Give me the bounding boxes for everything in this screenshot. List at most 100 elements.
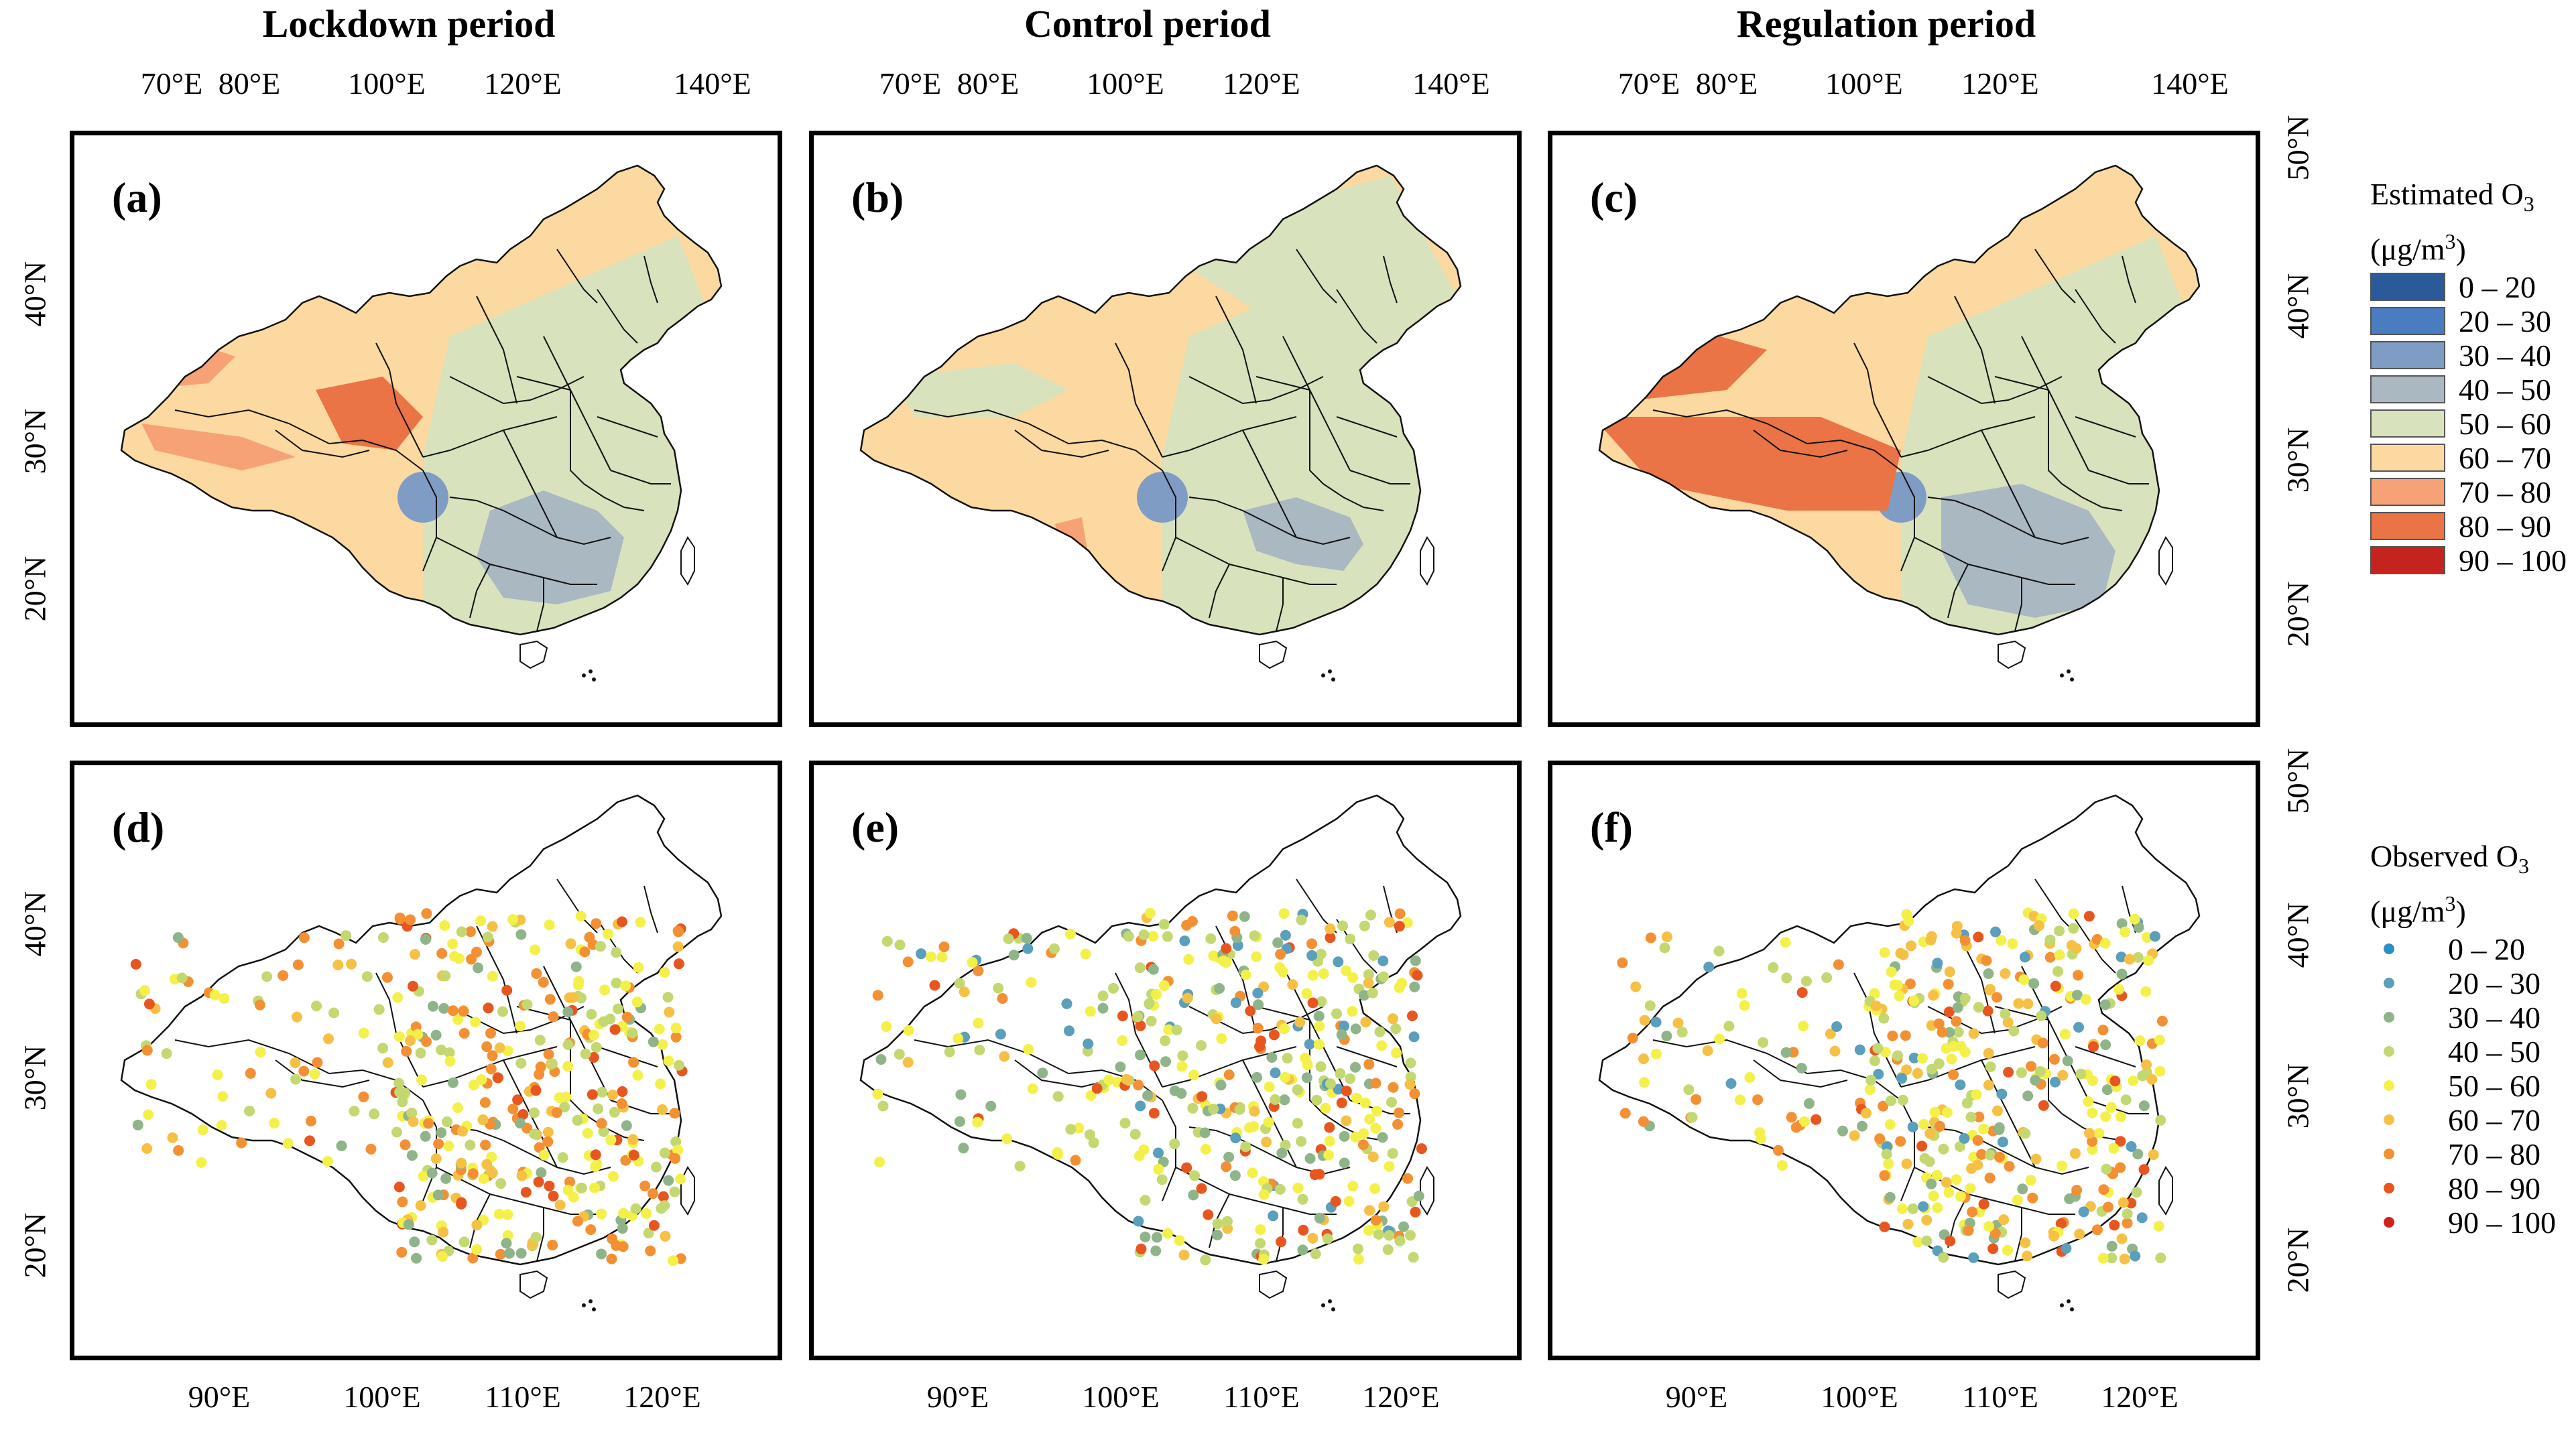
province-border — [597, 416, 658, 438]
station-point — [605, 1134, 617, 1146]
station-point — [1158, 980, 1170, 991]
station-point — [2064, 1193, 2075, 1204]
station-point — [670, 1023, 682, 1033]
station-point — [974, 1045, 985, 1055]
legend-label: 30 – 40 — [2448, 1000, 2540, 1035]
station-point — [1350, 1061, 1361, 1073]
station-point — [1398, 1221, 1409, 1232]
province-border — [2061, 483, 2123, 511]
station-point — [1780, 937, 1791, 948]
station-point — [1065, 1124, 1077, 1135]
station-point — [1967, 1206, 1978, 1218]
field-patch-30-40 — [397, 472, 448, 523]
station-point — [1251, 951, 1262, 962]
lat-tick: 30°N — [2280, 1063, 2315, 1129]
station-point — [2142, 931, 2152, 943]
station-point — [458, 1236, 470, 1248]
top-lon-tick: 70°E — [140, 66, 203, 101]
station-point — [1178, 1249, 1190, 1260]
station-point — [648, 1188, 658, 1199]
station-point — [1296, 1136, 1307, 1147]
station-point — [1149, 1060, 1160, 1071]
station-point — [1360, 1017, 1371, 1028]
station-point — [617, 916, 627, 927]
station-point — [341, 930, 352, 941]
station-point — [2109, 1076, 2121, 1087]
station-point — [465, 926, 476, 937]
station-point — [516, 1170, 528, 1181]
station-point — [397, 1096, 408, 1108]
bottom-lon-tick: 110°E — [485, 1380, 561, 1414]
station-point — [437, 1251, 448, 1262]
station-point — [1908, 1052, 1920, 1063]
station-point — [501, 1238, 512, 1249]
province-border — [1014, 430, 1109, 458]
station-point — [1983, 968, 1994, 979]
station-point — [1064, 1025, 1075, 1037]
lat-tick: 20°N — [2280, 1227, 2315, 1293]
station-point — [409, 1236, 420, 1248]
station-point — [954, 978, 965, 989]
station-point — [2044, 934, 2056, 946]
province-border — [476, 925, 517, 1034]
station-point — [1275, 949, 1286, 960]
station-point — [609, 1106, 620, 1118]
station-point — [662, 992, 674, 1003]
station-point — [1331, 1008, 1342, 1019]
province-border — [436, 1167, 597, 1215]
station-point — [554, 1092, 565, 1104]
station-point — [312, 1057, 323, 1068]
station-point — [1065, 928, 1076, 939]
station-point — [1752, 1094, 1764, 1106]
station-point — [1630, 981, 1642, 992]
station-point — [2025, 1175, 2036, 1186]
station-point — [648, 1220, 660, 1231]
station-point — [1117, 1011, 1128, 1022]
province-border — [1242, 430, 1297, 538]
station-point — [1861, 1108, 1872, 1119]
station-point — [423, 1118, 434, 1129]
station-point — [143, 998, 155, 1010]
station-point — [1992, 1105, 2003, 1116]
station-point — [1997, 1136, 2008, 1148]
station-point — [670, 1136, 682, 1147]
station-point — [1907, 1203, 1918, 1214]
station-point — [1619, 1108, 1631, 1119]
station-point — [406, 1150, 418, 1161]
station-point — [1869, 988, 1880, 999]
legend-swatch — [2370, 307, 2445, 335]
station-point — [1989, 1228, 2001, 1239]
station-point — [2126, 1197, 2137, 1209]
station-point — [2055, 1218, 2067, 1229]
station-point — [1639, 1077, 1650, 1088]
station-point — [2057, 1069, 2069, 1081]
station-point — [1938, 1143, 1949, 1155]
station-point — [632, 1069, 643, 1081]
station-point — [1037, 1067, 1048, 1079]
station-point — [1796, 987, 1808, 998]
province-border — [2075, 1046, 2136, 1067]
station-point — [590, 1161, 601, 1172]
station-point — [1946, 1053, 1957, 1065]
station-point — [1723, 1021, 1735, 1032]
station-point — [597, 1086, 608, 1098]
legend-dot — [2384, 1046, 2394, 1057]
station-point — [573, 976, 585, 987]
station-point — [1955, 1191, 1966, 1202]
station-point — [395, 913, 406, 925]
station-point — [373, 1004, 385, 1015]
station-point — [1091, 1083, 1103, 1094]
station-point — [2002, 1244, 2013, 1256]
station-point — [290, 1074, 302, 1085]
legend-dot — [2384, 1183, 2394, 1193]
station-point — [143, 1109, 154, 1120]
province-border — [1753, 430, 1848, 458]
station-point — [2138, 1100, 2150, 1112]
station-point — [669, 1186, 680, 1197]
legend-label: 90 – 100 — [2448, 1205, 2556, 1240]
station-point — [1318, 968, 1329, 979]
station-point — [2068, 908, 2079, 919]
station-point — [309, 1068, 320, 1080]
province-border — [2122, 885, 2136, 933]
province-border — [1927, 497, 2089, 545]
